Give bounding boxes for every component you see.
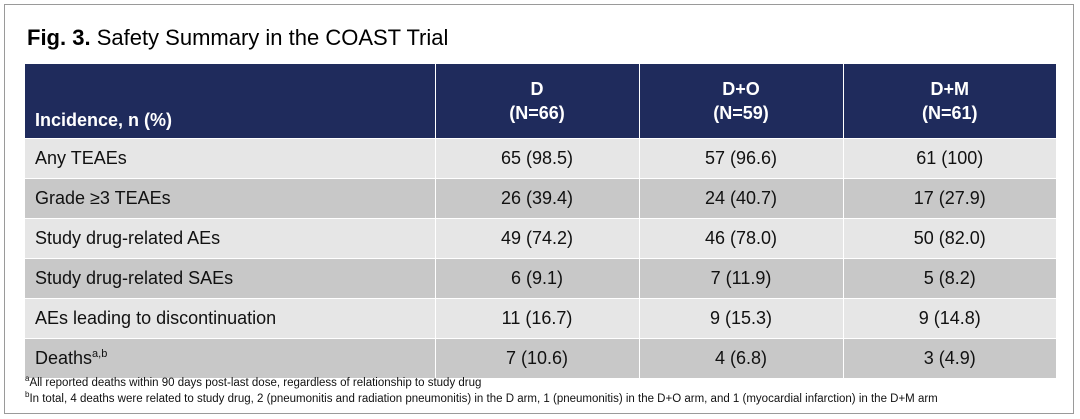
row-label-deaths: Deathsa,b xyxy=(25,338,436,378)
table-row: Deathsa,b 7 (10.6) 4 (6.8) 3 (4.9) xyxy=(25,338,1056,378)
footnote-text: All reported deaths within 90 days post-… xyxy=(29,377,482,389)
footnote-mark: b xyxy=(25,390,30,400)
cell-d-o: 24 (40.7) xyxy=(639,178,844,219)
figure-title-text: Safety Summary in the COAST Trial xyxy=(96,25,449,50)
header-arm-d: D (N=66) xyxy=(435,64,640,139)
arm-n: (N=66) xyxy=(509,103,565,123)
cell-d-o: 7 (11.9) xyxy=(639,258,844,299)
table-header-row: Incidence, n (%) D (N=66) D+O (N=59) D+M (N… xyxy=(25,64,1056,139)
cell-d-m: 61 (100) xyxy=(843,138,1056,179)
row-label: Grade ≥3 TEAEs xyxy=(25,178,436,219)
row-label: AEs leading to discontinuation xyxy=(25,298,436,339)
cell-d: 65 (98.5) xyxy=(435,138,640,179)
footnote-a: aAll reported deaths within 90 days post… xyxy=(25,375,938,391)
arm-name: D xyxy=(530,79,544,99)
cell-d: 26 (39.4) xyxy=(435,178,640,219)
table-row: Study drug-related SAEs 6 (9.1) 7 (11.9)… xyxy=(25,258,1056,299)
header-arm-d-o: D+O (N=59) xyxy=(639,64,844,139)
footnote-mark: a xyxy=(25,374,30,384)
cell-d-m: 17 (27.9) xyxy=(843,178,1056,219)
cell-d: 49 (74.2) xyxy=(435,218,640,259)
figure-title: Fig. 3. Safety Summary in the COAST Tria… xyxy=(27,25,448,51)
arm-name: D+M xyxy=(930,79,969,99)
cell-d-o: 57 (96.6) xyxy=(639,138,844,179)
table-row: Study drug-related AEs 49 (74.2) 46 (78.… xyxy=(25,218,1056,259)
cell-d-m: 9 (14.8) xyxy=(843,298,1056,339)
cell-d: 6 (9.1) xyxy=(435,258,640,299)
header-incidence: Incidence, n (%) xyxy=(25,64,436,139)
cell-d-o: 9 (15.3) xyxy=(639,298,844,339)
footnote-marker: a,b xyxy=(92,348,108,360)
arm-n: (N=61) xyxy=(921,103,978,123)
cell-d-o: 46 (78.0) xyxy=(639,218,844,259)
footnote-b: bIn total, 4 deaths were related to stud… xyxy=(25,391,938,407)
table-row: AEs leading to discontinuation 11 (16.7)… xyxy=(25,298,1056,339)
footnotes: aAll reported deaths within 90 days post… xyxy=(25,375,938,407)
cell-d-m: 50 (82.0) xyxy=(843,218,1056,259)
cell-d-m: 3 (4.9) xyxy=(843,338,1056,378)
cell-d: 7 (10.6) xyxy=(435,338,640,378)
row-label-text: Deaths xyxy=(35,348,93,368)
figure-number: Fig. 3. xyxy=(27,25,91,50)
row-label: Any TEAEs xyxy=(25,138,436,179)
safety-summary-table: Incidence, n (%) D (N=66) D+O (N=59) D+M (N… xyxy=(25,64,1056,378)
row-label: Study drug-related SAEs xyxy=(25,258,436,299)
footnote-text: In total, 4 deaths were related to study… xyxy=(29,393,938,405)
cell-d-o: 4 (6.8) xyxy=(639,338,844,378)
header-arm-d-m: D+M (N=61) xyxy=(843,64,1056,139)
cell-d-m: 5 (8.2) xyxy=(843,258,1056,299)
table-row: Grade ≥3 TEAEs 26 (39.4) 24 (40.7) 17 (2… xyxy=(25,178,1056,219)
table-row: Any TEAEs 65 (98.5) 57 (96.6) 61 (100) xyxy=(25,138,1056,179)
cell-d: 11 (16.7) xyxy=(435,298,640,339)
row-label: Study drug-related AEs xyxy=(25,218,436,259)
arm-name: D+O xyxy=(722,79,760,99)
arm-n: (N=59) xyxy=(713,103,769,123)
